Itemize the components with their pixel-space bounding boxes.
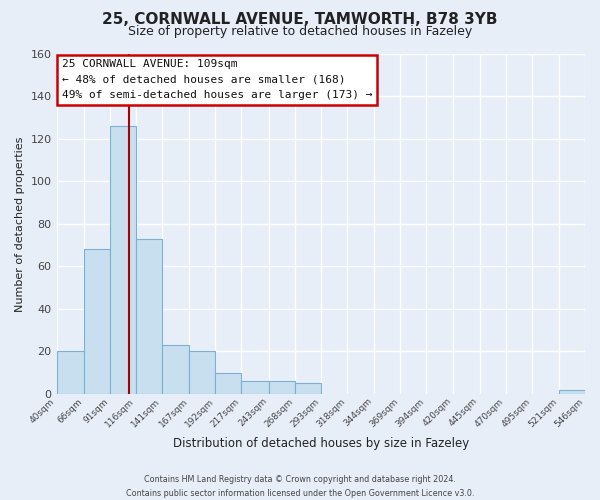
Bar bbox=[162, 345, 189, 394]
Bar bbox=[83, 250, 110, 394]
Bar bbox=[110, 126, 136, 394]
Y-axis label: Number of detached properties: Number of detached properties bbox=[15, 136, 25, 312]
X-axis label: Distribution of detached houses by size in Fazeley: Distribution of detached houses by size … bbox=[173, 437, 469, 450]
Bar bbox=[215, 372, 241, 394]
Bar bbox=[559, 390, 585, 394]
Bar bbox=[241, 381, 269, 394]
Bar bbox=[269, 381, 295, 394]
Text: 25, CORNWALL AVENUE, TAMWORTH, B78 3YB: 25, CORNWALL AVENUE, TAMWORTH, B78 3YB bbox=[102, 12, 498, 28]
Bar bbox=[189, 352, 215, 394]
Bar bbox=[136, 239, 162, 394]
Text: 25 CORNWALL AVENUE: 109sqm
← 48% of detached houses are smaller (168)
49% of sem: 25 CORNWALL AVENUE: 109sqm ← 48% of deta… bbox=[62, 59, 373, 100]
Bar bbox=[56, 352, 83, 394]
Text: Contains HM Land Registry data © Crown copyright and database right 2024.
Contai: Contains HM Land Registry data © Crown c… bbox=[126, 476, 474, 498]
Text: Size of property relative to detached houses in Fazeley: Size of property relative to detached ho… bbox=[128, 25, 472, 38]
Bar bbox=[295, 383, 321, 394]
